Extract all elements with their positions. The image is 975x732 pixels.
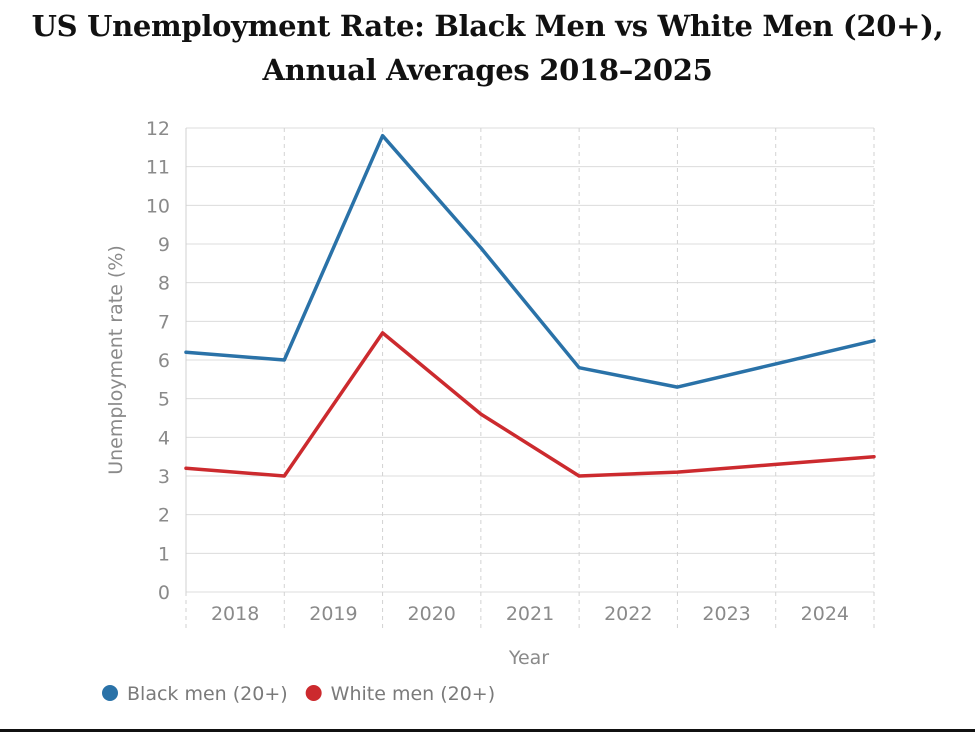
x-tick-label-1: 2019: [309, 603, 357, 625]
series: [184, 133, 876, 478]
x-tick-label-5: 2023: [702, 603, 750, 625]
y-tick-label-2: 2: [158, 505, 170, 527]
y-tick-label-1: 1: [158, 543, 170, 565]
x-tick-label-6: 2024: [801, 603, 849, 625]
y-tick-label-11: 11: [146, 157, 170, 179]
y-tick-label-5: 5: [158, 389, 170, 411]
y-tick-label-3: 3: [158, 466, 170, 488]
y-tick-label-8: 8: [158, 273, 170, 295]
series-line-0: [184, 133, 876, 389]
x-tick-label-4: 2022: [604, 603, 652, 625]
chart-title-line-1: US Unemployment Rate: Black Men vs White…: [31, 9, 944, 43]
legend-label-0: Black men (20+): [127, 683, 288, 705]
x-tick-label-0: 2018: [211, 603, 259, 625]
x-axis-title: Year: [508, 647, 549, 669]
y-tick-label-0: 0: [158, 582, 170, 604]
x-axis-ticks: 2018 2019 2020 2021 2022 2023 2024: [211, 603, 849, 625]
grid: [185, 127, 875, 628]
y-tick-label-6: 6: [158, 350, 170, 372]
y-tick-label-4: 4: [158, 427, 170, 449]
y-axis-title: Unemployment rate (%): [105, 245, 127, 475]
y-tick-label-10: 10: [146, 195, 170, 217]
chart-title: US Unemployment Rate: Black Men vs White…: [0, 4, 975, 92]
series-line-1: [184, 331, 876, 478]
x-tick-label-2: 2020: [408, 603, 456, 625]
y-tick-label-9: 9: [158, 234, 170, 256]
legend-marker-1: [305, 685, 322, 701]
x-tick-label-3: 2021: [506, 603, 554, 625]
bottom-rule: [0, 729, 975, 732]
legend: Black men (20+) White men (20+): [102, 683, 495, 705]
y-tick-label-12: 12: [146, 118, 170, 140]
legend-label-1: White men (20+): [331, 683, 496, 705]
y-tick-label-7: 7: [158, 311, 170, 333]
legend-marker-0: [102, 685, 118, 701]
chart-title-line-2: Annual Averages 2018–2025: [262, 53, 713, 87]
